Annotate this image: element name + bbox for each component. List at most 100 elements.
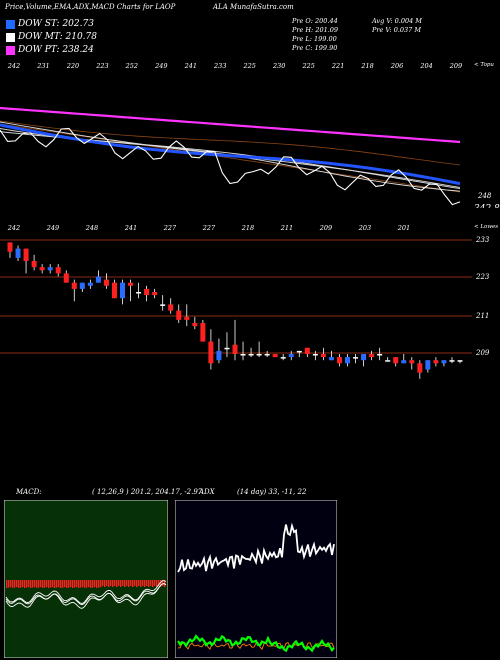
macd-values: ( 12,26,9 ) 201.2, 204.17, -2.97 bbox=[92, 488, 203, 496]
macd-histogram-bar bbox=[12, 580, 14, 588]
macd-histogram-bar bbox=[112, 580, 114, 587]
legend-swatch-pt bbox=[6, 45, 15, 55]
macd-histogram-bar bbox=[116, 580, 118, 587]
legend-swatch-st bbox=[6, 19, 15, 29]
macd-histogram-bar bbox=[24, 580, 26, 588]
plus-di-line bbox=[177, 634, 335, 653]
macd-histogram-bar bbox=[8, 580, 10, 588]
price-y-label: 209 bbox=[475, 349, 490, 357]
macd-histogram-bar bbox=[152, 580, 154, 587]
macd-histogram-bar bbox=[16, 580, 18, 588]
macd-histogram-bar bbox=[126, 580, 128, 586]
candle-body bbox=[377, 354, 383, 356]
macd-histogram-bar bbox=[30, 580, 32, 588]
macd-histogram-bar bbox=[148, 580, 150, 587]
candle-body bbox=[31, 261, 37, 268]
macd-histogram-bar bbox=[154, 580, 156, 586]
candle-body bbox=[264, 354, 270, 356]
candle-body bbox=[393, 357, 399, 364]
candle-body bbox=[441, 360, 447, 364]
candle-body bbox=[336, 357, 342, 364]
price-top-number: 218 bbox=[241, 224, 254, 232]
macd-histogram-bar bbox=[86, 580, 88, 588]
candle-body bbox=[248, 354, 254, 356]
adx-label: ADX bbox=[199, 488, 215, 496]
adx-line bbox=[177, 522, 335, 573]
macd-histogram-bar bbox=[34, 580, 36, 588]
macd-histogram-bar bbox=[150, 580, 152, 586]
macd-histogram-bar bbox=[130, 580, 132, 586]
candle-body bbox=[417, 363, 423, 373]
candle-body bbox=[240, 354, 246, 356]
candle-body bbox=[328, 357, 334, 361]
macd-histogram-bar bbox=[114, 580, 116, 586]
macd-histogram-bar bbox=[138, 580, 140, 586]
candle-body bbox=[95, 276, 101, 283]
candle-body bbox=[120, 282, 125, 299]
macd-histogram-bar bbox=[120, 580, 122, 587]
macd-histogram-bar bbox=[36, 580, 38, 588]
adx-values: (14 day) 33, -11, 22 bbox=[237, 488, 307, 496]
macd-histogram-bar bbox=[104, 580, 106, 587]
candle-body bbox=[63, 273, 69, 283]
avg-volume: Avg V: 0.004 M bbox=[372, 17, 422, 25]
ema-top-number: 223 bbox=[95, 62, 108, 70]
macd-histogram-bar bbox=[42, 580, 44, 588]
candle-body bbox=[409, 360, 415, 364]
macd-signal-line bbox=[5, 583, 167, 606]
candle-body bbox=[192, 323, 198, 327]
ema-brown-line-1 bbox=[0, 120, 461, 166]
macd-histogram-bar bbox=[54, 580, 56, 588]
macd-histogram-bar bbox=[50, 580, 52, 588]
candle-body bbox=[87, 282, 93, 286]
macd-histogram-bar bbox=[94, 580, 96, 588]
legend-swatch-mt bbox=[6, 32, 15, 42]
macd-histogram-bar bbox=[108, 580, 110, 587]
ema-top-number: 221 bbox=[331, 62, 344, 70]
price-top-number: 242 bbox=[7, 224, 20, 232]
macd-histogram-bar bbox=[56, 580, 58, 588]
ohlc-high: Pre H: 201.09 bbox=[292, 26, 339, 34]
macd-histogram-bar bbox=[14, 580, 16, 588]
price-top-number: 201 bbox=[397, 224, 410, 232]
price-top-number: 249 bbox=[46, 224, 59, 232]
candle-body bbox=[15, 248, 21, 258]
adx-panel bbox=[175, 500, 337, 658]
macd-histogram-bar bbox=[110, 580, 112, 586]
macd-histogram-bar bbox=[80, 580, 82, 588]
candle-body bbox=[425, 360, 431, 370]
ema-top-number: 233 bbox=[213, 62, 226, 70]
ema-top-number: 209 bbox=[449, 62, 462, 70]
macd-histogram-bar bbox=[134, 580, 136, 586]
macd-histogram-bar bbox=[146, 580, 148, 586]
candle-body bbox=[272, 354, 278, 358]
macd-histogram-bar bbox=[22, 580, 24, 588]
candle-body bbox=[433, 360, 439, 364]
candle-body bbox=[47, 267, 53, 271]
candle-body bbox=[296, 350, 302, 353]
candle-body bbox=[7, 242, 13, 252]
candle-body bbox=[168, 304, 174, 311]
price-y-label: 223 bbox=[475, 273, 490, 281]
macd-histogram-bar bbox=[38, 580, 40, 588]
candle-body bbox=[369, 354, 375, 358]
candle-body bbox=[280, 357, 286, 359]
macd-histogram-bar bbox=[20, 580, 22, 588]
legend-item-mt: DOW MT: 210.78 bbox=[6, 32, 97, 42]
macd-histogram-bar bbox=[84, 580, 86, 588]
candle-body bbox=[200, 323, 206, 342]
candle-body bbox=[152, 292, 158, 296]
macd-histogram-bar bbox=[106, 580, 108, 586]
candle-body bbox=[144, 288, 150, 296]
macd-histogram-bar bbox=[162, 580, 164, 586]
pre-volume: Pre V: 0.037 M bbox=[372, 26, 422, 34]
ema-top-number: 231 bbox=[36, 62, 49, 70]
ema-top-number: 241 bbox=[184, 62, 197, 70]
candle-body bbox=[320, 354, 326, 358]
macd-line bbox=[5, 580, 167, 604]
candle-body bbox=[136, 292, 142, 294]
macd-histogram-bar bbox=[92, 580, 94, 588]
candle-body bbox=[184, 316, 190, 320]
macd-histogram-bar bbox=[158, 580, 160, 586]
price-y-label: 233 bbox=[475, 236, 490, 244]
